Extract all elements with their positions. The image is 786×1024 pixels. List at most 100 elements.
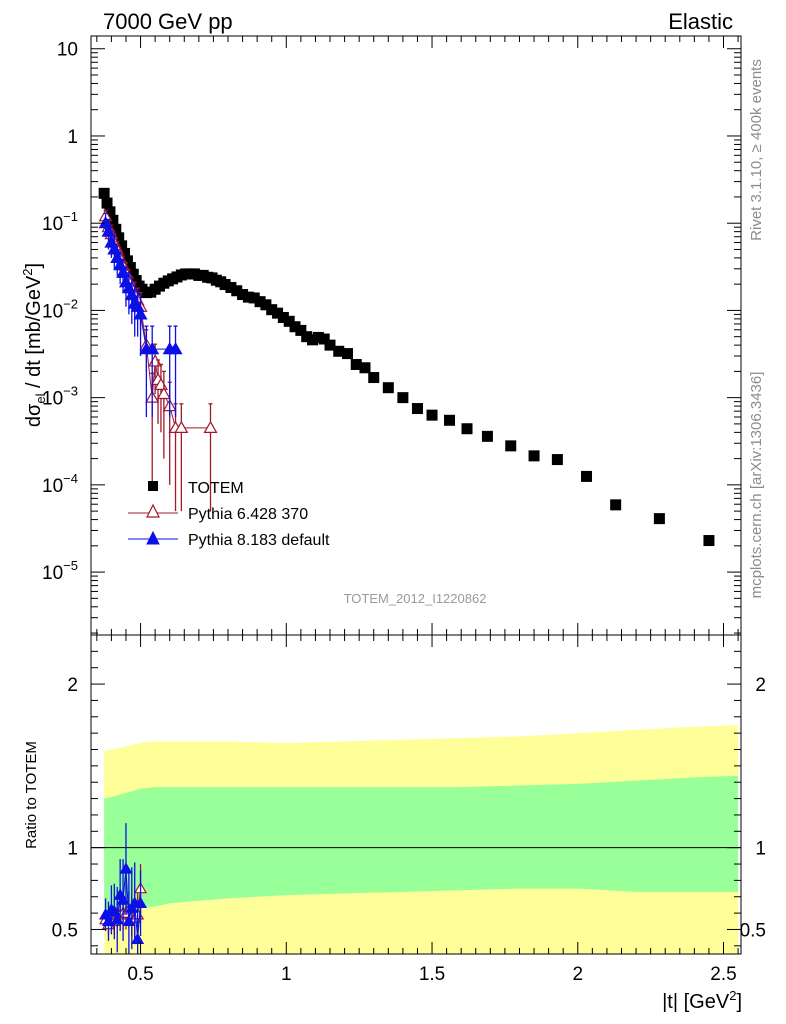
totem-data-point — [505, 440, 517, 452]
totem-data-point — [101, 197, 113, 209]
legend-marker-pythia6 — [146, 503, 160, 518]
pythia8-data-point — [133, 307, 148, 320]
pythia8-ratio-point — [134, 896, 148, 909]
totem-data-point — [248, 292, 260, 304]
totem-data-point — [411, 403, 423, 415]
pythia8-ratio-point — [131, 932, 145, 945]
pythia8-data-point — [168, 341, 183, 355]
totem-data-point — [127, 268, 139, 280]
totem-data-point — [107, 214, 119, 226]
x-tick-label: 1 — [281, 964, 292, 985]
ratio-tick-label-left: 2 — [67, 675, 78, 696]
totem-data-point — [350, 358, 362, 370]
y-tick-label-base: 10 — [42, 214, 63, 235]
totem-data-point — [481, 430, 493, 442]
totem-data-point — [312, 331, 324, 343]
ratio-tick-label-right: 0.5 — [740, 920, 766, 941]
y-tick-label: 10−4 — [42, 471, 78, 497]
ratio-panel: 0.5 1 1.5 2 2.5 0.5 0.5 1 1 2 2 — [52, 634, 766, 985]
main-y-axis-label: dσel / dt [mb/GeV2] — [20, 263, 48, 427]
ratio-axis-ticks: 0.5 1 1.5 2 2.5 0.5 0.5 1 1 2 2 — [52, 635, 766, 985]
totem-data-point — [295, 324, 307, 336]
legend-label-pythia8: Pythia 8.183 default — [188, 532, 330, 549]
ratio-frame — [90, 634, 742, 955]
ratio-tick-label-right: 2 — [755, 675, 766, 696]
x-tick-label: 2.5 — [710, 964, 736, 985]
totem-data-point — [324, 339, 336, 351]
totem-data-point — [219, 279, 231, 291]
totem-data-point — [581, 470, 593, 482]
y-tick-label: 10 — [57, 40, 78, 61]
totem-data-point — [113, 232, 125, 244]
totem-data-point — [426, 409, 438, 421]
totem-data-point — [237, 289, 249, 301]
x-tick-label: 2 — [572, 964, 583, 985]
header-right: Elastic — [668, 9, 733, 34]
totem-data-point — [242, 291, 254, 303]
totem-data-point — [130, 275, 142, 287]
totem-data-point — [289, 321, 301, 333]
y-tick-label-exponent: −2 — [63, 296, 78, 311]
ratio-band-inner — [104, 775, 739, 922]
totem-data-point — [444, 414, 456, 426]
ratio-plot-area — [91, 724, 741, 954]
totem-data-point — [277, 311, 289, 323]
ratio-tick-label-left: 0.5 — [52, 920, 78, 941]
y-tick-label-exponent: −1 — [63, 209, 78, 224]
totem-data-point — [116, 240, 128, 252]
totem-data-point — [610, 499, 622, 511]
totem-data-point — [119, 247, 131, 259]
pythia8-ratio-point — [119, 862, 133, 874]
pythia8-data-point — [145, 341, 160, 355]
y-tick-label-base: 10 — [42, 301, 63, 322]
header-left: 7000 GeV pp — [103, 9, 233, 34]
totem-data-point — [266, 304, 278, 316]
ratio-tick-label-left: 1 — [67, 839, 78, 860]
totem-data-point — [301, 331, 313, 343]
legend-marker-totem — [148, 481, 158, 491]
y-tick-label: 10−3 — [42, 384, 78, 410]
totem-data-point — [461, 423, 473, 435]
y-tick-label-base: 1 — [67, 127, 78, 148]
totem-data-point — [318, 333, 330, 345]
rivet-version-label: Rivet 3.1.10, ≥ 400k events — [748, 59, 765, 241]
x-tick-label: 0.5 — [127, 964, 153, 985]
legend-entry-pythia6: Pythia 6.428 370 — [128, 503, 308, 523]
totem-data-point — [272, 307, 284, 319]
totem-data-point — [124, 262, 136, 274]
legend-label-pythia6: Pythia 6.428 370 — [188, 506, 308, 523]
totem-data-point — [260, 299, 272, 311]
legend-label-totem: TOTEM — [188, 480, 244, 497]
analysis-watermark: TOTEM_2012_I1220862 — [344, 591, 487, 606]
totem-data-point — [104, 206, 116, 218]
y-tick-label: 10−1 — [42, 209, 78, 235]
totem-data-point — [225, 282, 237, 294]
totem-data-point — [653, 513, 665, 525]
y-tick-label: 10−2 — [42, 296, 78, 322]
y-tick-label-exponent: −3 — [63, 384, 78, 399]
pythia6-data-point — [174, 420, 189, 433]
totem-data-point — [121, 255, 133, 267]
totem-data-point — [703, 535, 715, 547]
totem-data-point — [231, 285, 243, 297]
totem-data-point — [342, 348, 354, 360]
ratio-tick-label-right: 1 — [755, 839, 766, 860]
totem-data-point — [307, 334, 319, 346]
x-axis-label: |t| [GeV2] — [662, 988, 742, 1013]
y-tick-label: 10−5 — [42, 558, 78, 584]
y-tick-label-exponent: −4 — [63, 471, 78, 486]
totem-data-point — [368, 372, 380, 384]
totem-data-point — [528, 450, 540, 462]
totem-data-point — [110, 223, 122, 235]
totem-data-point — [382, 382, 394, 394]
y-tick-label-base: 10 — [42, 389, 63, 410]
ratio-y-axis-label: Ratio to TOTEM — [23, 741, 40, 849]
pythia6-data-point — [203, 420, 218, 433]
totem-data-point — [359, 362, 371, 374]
pythia6-data-point — [156, 386, 171, 400]
totem-data-point — [397, 392, 409, 404]
totem-data-point — [551, 454, 563, 466]
